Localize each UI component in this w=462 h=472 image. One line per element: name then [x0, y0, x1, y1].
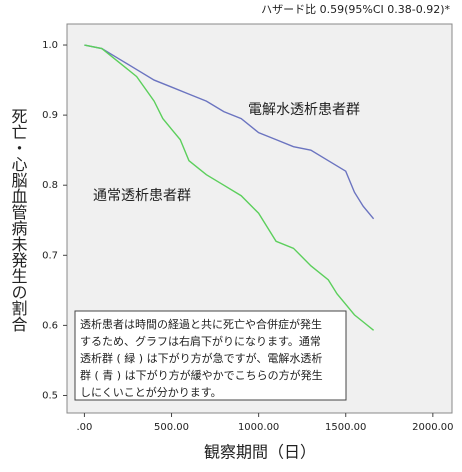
y-tick-label: 0.5 [42, 390, 58, 401]
y-tick-label: 0.6 [42, 320, 58, 331]
y-axis-label: 死亡・心脳血管病未発生の割合 [9, 108, 28, 332]
survival-line [84, 44, 375, 220]
y-tick-label: 0.8 [42, 180, 58, 191]
note-line: しにくいことが分かります。 [80, 385, 222, 399]
x-tick-label: 1000.00 [238, 422, 279, 433]
x-tick-label: 1500.00 [325, 422, 366, 433]
note-box [74, 310, 347, 401]
y-tick-label: 0.9 [42, 110, 58, 121]
y-tick-label: 1.0 [42, 40, 58, 51]
note-line: するため、グラフは右肩下がりになります。通常 [80, 334, 321, 348]
note-line: 透析群 ( 緑 ) は下がり方が急ですが、電解水透析 [80, 351, 322, 365]
survival-line [84, 44, 375, 331]
x-tick-label: .00 [76, 422, 92, 433]
y-tick-label: 0.7 [42, 250, 58, 261]
subtitle: ハザード比 0.59(95%CI 0.38-0.92)* [261, 3, 450, 16]
note-line: 群 ( 青 ) は下がり方が緩やかでこちらの方が発生 [80, 368, 323, 382]
note-line: 透析患者は時間の経過と共に死亡や合併症が発生 [80, 317, 322, 331]
annotation: 通常透析患者群 [93, 188, 191, 204]
x-tick-label: 500.00 [154, 422, 189, 433]
x-axis-label: 観察期間（日） [204, 443, 316, 462]
annotation: 電解水透析患者群 [248, 102, 360, 118]
x-tick-label: 2000.00 [412, 422, 453, 433]
